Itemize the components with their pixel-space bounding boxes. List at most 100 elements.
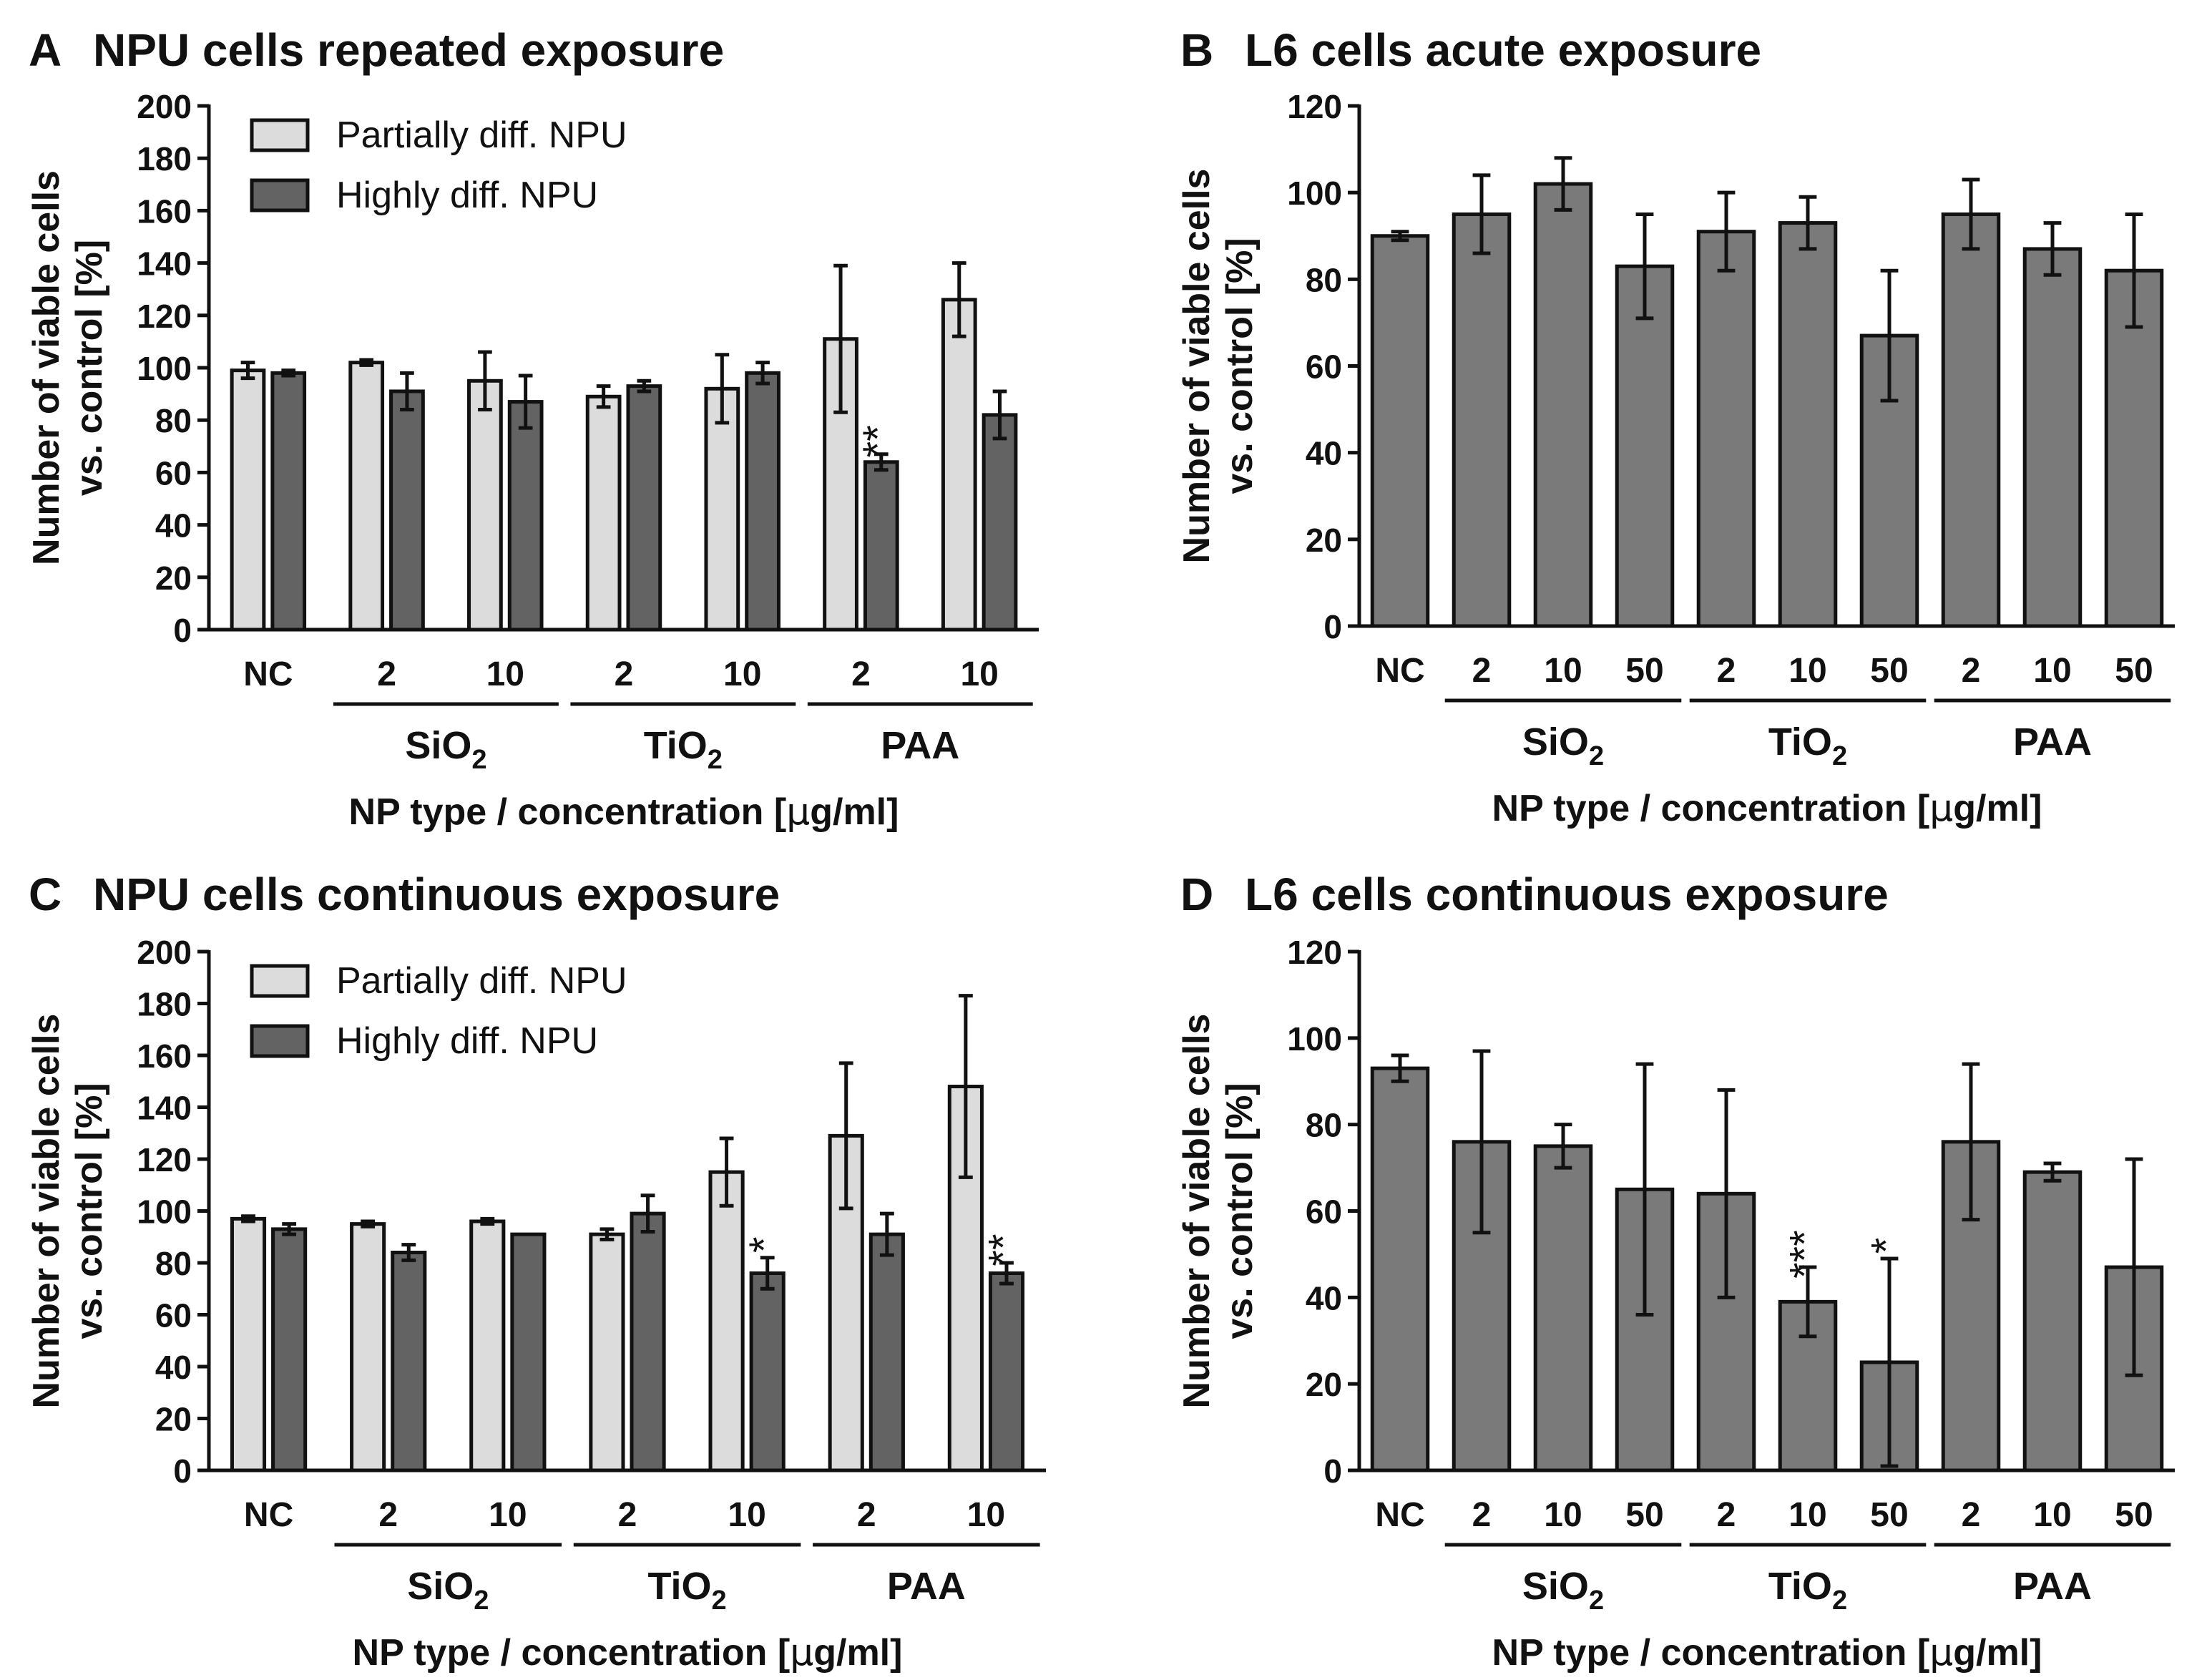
x-tick-label: 50 (1870, 652, 1908, 690)
y-tick-label: 80 (1306, 1107, 1342, 1144)
bar (626, 384, 662, 632)
bar (1370, 234, 1430, 628)
group-label: PAA (881, 724, 959, 767)
y-tick-label: 0 (173, 1452, 192, 1490)
x-tick-label: 50 (1870, 1496, 1908, 1534)
legend-swatch (250, 964, 310, 998)
group-label: PAA (2013, 1565, 2092, 1608)
bar (1941, 212, 2001, 628)
significance-marker: *** (1781, 1230, 1828, 1279)
legend-label: Highly diff. NPU (336, 175, 598, 216)
x-tick-label: 10 (1788, 1496, 1826, 1534)
group-label: TiO2 (647, 1565, 726, 1616)
x-tick-label: 10 (960, 655, 998, 693)
y-tick-label: 60 (1306, 1193, 1342, 1231)
x-tick-label: 2 (1962, 652, 1981, 690)
bar (1370, 1066, 1430, 1473)
legend-swatch (250, 178, 310, 213)
significance-marker: * (1863, 1238, 1909, 1254)
bar (988, 1271, 1025, 1473)
y-tick-label: 100 (137, 1193, 192, 1231)
x-tick-label: 2 (1717, 1496, 1736, 1534)
bar (941, 298, 977, 632)
x-tick-label: 10 (489, 1496, 527, 1534)
panel-title: NPU cells continuous exposure (93, 869, 780, 920)
y-tick-label: 160 (137, 192, 192, 230)
y-tick-label: 60 (1306, 348, 1342, 386)
y-tick-label: 120 (1287, 88, 1342, 125)
bar (589, 1232, 625, 1473)
panel-c-npu-continuous: C NPU cells continuous exposure Number of … (26, 869, 1046, 1674)
y-tick-label: 20 (155, 560, 192, 597)
y-axis-label-line2: vs. control [%] (1219, 238, 1261, 494)
bar (1615, 264, 1675, 628)
x-tick-label: 10 (1544, 652, 1582, 690)
x-tick-label: 10 (2033, 652, 2071, 690)
panel-b-l6-acute: B L6 cells acute exposure Number of viable… (1176, 24, 2175, 830)
x-tick-label: 10 (723, 655, 761, 693)
group-label: TiO2 (1768, 1565, 1847, 1616)
x-tick-label: 2 (618, 1496, 637, 1534)
y-tick-label: 40 (1306, 435, 1342, 472)
y-tick-label: 40 (1306, 1279, 1342, 1317)
bar (348, 361, 385, 632)
bar (230, 368, 266, 632)
bar (389, 389, 425, 632)
group-label: SiO2 (1522, 721, 1604, 771)
bar (749, 1271, 786, 1473)
x-tick-label: 50 (1625, 652, 1663, 690)
y-tick-label: 80 (155, 402, 192, 439)
legend-label: Highly diff. NPU (336, 1020, 598, 1062)
y-tick-label: 120 (137, 1141, 192, 1178)
y-axis-label-line1: Number of viable cells (26, 170, 67, 565)
bar (1533, 1144, 1593, 1473)
x-axis-label: NP type / concentration [µg/ml] (1492, 1631, 2042, 1674)
x-tick-label: 2 (378, 1496, 398, 1534)
x-tick-label: NC (244, 1496, 293, 1534)
y-tick-label: 40 (155, 1349, 192, 1386)
x-tick-label: 2 (615, 655, 634, 693)
x-tick-label: 10 (2033, 1496, 2071, 1534)
y-axis-label-line1: Number of viable cells (1176, 169, 1218, 564)
bar (585, 394, 622, 632)
group-label: PAA (2013, 721, 2092, 763)
x-axis-label: NP type / concentration [µg/ml] (353, 1631, 903, 1674)
y-tick-label: 0 (1323, 608, 1342, 645)
legend-label: Partially diff. NPU (336, 114, 627, 156)
bar (1778, 221, 1838, 628)
bar (469, 1219, 506, 1473)
x-tick-label: 2 (857, 1496, 876, 1534)
group-label: SiO2 (405, 724, 486, 775)
y-tick-label: 180 (137, 140, 192, 177)
panel-a-npu-repeated: A NPU cells repeated exposure Number of vi… (26, 24, 1039, 834)
y-axis-label-line2: vs. control [%] (69, 240, 110, 496)
x-tick-label: 10 (967, 1496, 1005, 1534)
x-tick-label: 2 (1962, 1496, 1981, 1534)
bar (1615, 1187, 1675, 1473)
y-tick-label: 100 (1287, 175, 1342, 212)
y-tick-label: 180 (137, 986, 192, 1023)
y-tick-label: 100 (1287, 1020, 1342, 1058)
bar (1696, 230, 1756, 628)
bar (745, 371, 780, 632)
y-tick-label: 20 (155, 1401, 192, 1438)
group-label: PAA (887, 1565, 966, 1608)
bar (271, 1227, 308, 1473)
y-tick-label: 20 (1306, 522, 1342, 559)
bar (350, 1222, 386, 1473)
y-tick-label: 60 (155, 1297, 192, 1334)
group-label: SiO2 (407, 1565, 489, 1616)
x-tick-label: 50 (2115, 1496, 2153, 1534)
bar (467, 379, 503, 632)
bar (2022, 247, 2083, 628)
x-tick-label: 10 (1788, 652, 1826, 690)
bar (270, 371, 307, 632)
significance-marker: * (741, 1236, 788, 1253)
legend-label: Partially diff. NPU (336, 960, 627, 1002)
y-axis-label-line2: vs. control [%] (69, 1083, 110, 1339)
y-tick-label: 120 (137, 298, 192, 335)
y-tick-label: 140 (137, 1090, 192, 1127)
y-axis-label-line1: Number of viable cells (26, 1014, 67, 1409)
x-axis-label: NP type / concentration [µg/ml] (349, 791, 899, 834)
